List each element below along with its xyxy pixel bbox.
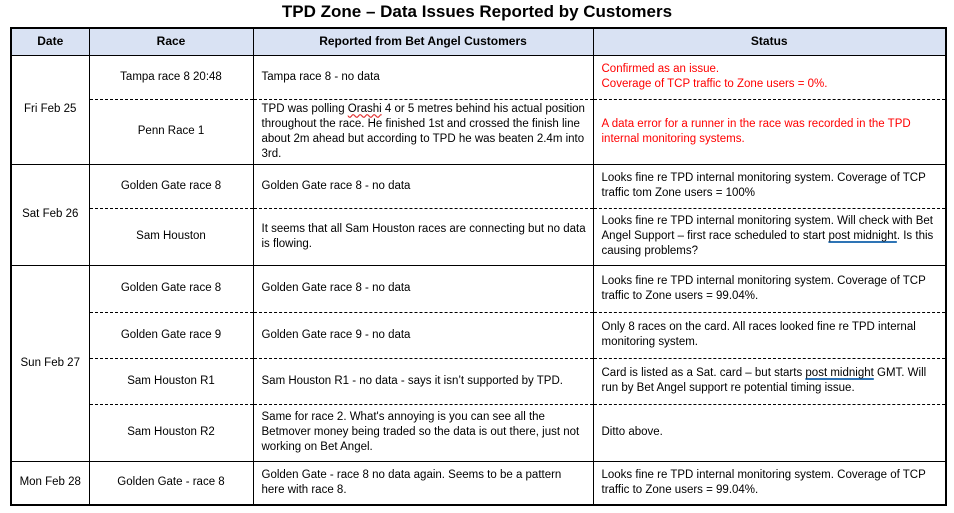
- status-cell: A data error for a runner in the race wa…: [592, 98, 946, 164]
- spellcheck-flagged-word: Orashi: [347, 102, 382, 115]
- status-cell: Card is listed as a Sat. card – but star…: [592, 357, 946, 404]
- header-row: Date Race Reported from Bet Angel Custom…: [10, 27, 946, 55]
- race-cell: Tampa race 8 20:48: [88, 54, 253, 99]
- race-cell: Sam Houston R1: [88, 357, 253, 404]
- reported-cell: Same for race 2. What's annoying is you …: [252, 403, 593, 461]
- table-row: Fri Feb 25 Tampa race 8 20:48 Tampa race…: [10, 54, 946, 164]
- reported-cell: Sam Houston R1 - no data - says it isn’t…: [252, 357, 593, 404]
- status-text: Card is listed as a Sat. card – but star…: [601, 367, 806, 379]
- table-row: Sun Feb 27 Golden Gate race 8 Golden Gat…: [10, 264, 946, 461]
- grammar-flagged-phrase: post midnight: [828, 230, 897, 242]
- table-row: Mon Feb 28 Golden Gate - race 8 Golden G…: [10, 460, 946, 505]
- status-cell: Looks fine re TPD internal monitoring sy…: [592, 163, 946, 208]
- col-header-race: Race: [88, 27, 253, 55]
- table-row: Sam Houston It seems that all Sam Housto…: [11, 207, 946, 265]
- col-header-date: Date: [10, 27, 89, 55]
- status-text: GMT. Will run by Bet Angel support re po…: [601, 367, 927, 394]
- col-header-status: Status: [592, 27, 946, 55]
- table-row: Penn Race 1 TPD was polling Orashi 4 or …: [11, 98, 946, 164]
- race-cell: Penn Race 1: [88, 98, 253, 164]
- date-cell: Sat Feb 26: [10, 163, 89, 265]
- col-header-reported: Reported from Bet Angel Customers: [252, 27, 593, 55]
- date-cell: Fri Feb 25: [10, 54, 89, 164]
- date-cell: Sun Feb 27: [10, 264, 89, 461]
- reported-text: 4 or 5 metres behind his actual position…: [261, 102, 585, 160]
- table-row: Sat Feb 26 Golden Gate race 8 Golden Gat…: [10, 163, 946, 265]
- status-cell: Looks fine re TPD internal monitoring sy…: [592, 207, 946, 265]
- page-title: TPD Zone – Data Issues Reported by Custo…: [281, 2, 673, 21]
- reported-cell: It seems that all Sam Houston races are …: [252, 207, 593, 265]
- reported-cell: Tampa race 8 - no data: [252, 54, 593, 99]
- status-text: Looks fine re TPD internal monitoring sy…: [601, 215, 934, 242]
- status-cell: Only 8 races on the card. All races look…: [592, 311, 946, 358]
- race-cell: Sam Houston: [88, 207, 253, 265]
- grammar-flagged-phrase: post midnight: [805, 367, 874, 379]
- table-row: Golden Gate race 9 Golden Gate race 9 - …: [11, 311, 946, 358]
- table-row: Sam Houston R2 Same for race 2. What's a…: [11, 403, 946, 461]
- reported-text: TPD was polling: [261, 102, 348, 115]
- status-line: Confirmed as an issue.: [601, 63, 720, 75]
- race-cell: Golden Gate race 8: [88, 264, 253, 312]
- reported-cell: Golden Gate race 9 - no data: [252, 311, 593, 358]
- race-cell: Golden Gate - race 8: [88, 460, 253, 505]
- status-cell: Ditto above.: [592, 403, 946, 461]
- race-cell: Golden Gate race 9: [88, 311, 253, 358]
- race-cell: Golden Gate race 8: [88, 163, 253, 208]
- reported-cell: Golden Gate race 8 - no data: [252, 264, 593, 312]
- status-cell: Looks fine re TPD internal monitoring sy…: [592, 460, 946, 505]
- issues-table: Date Race Reported from Bet Angel Custom…: [10, 27, 947, 506]
- reported-cell: Golden Gate race 8 - no data: [252, 163, 593, 208]
- status-cell: Confirmed as an issue. Coverage of TCP t…: [592, 54, 946, 99]
- table-row: Sam Houston R1 Sam Houston R1 - no data …: [11, 357, 946, 404]
- status-cell: Looks fine re TPD internal monitoring sy…: [592, 264, 946, 312]
- reported-cell: TPD was polling Orashi 4 or 5 metres beh…: [252, 98, 593, 164]
- date-cell: Mon Feb 28: [10, 460, 89, 505]
- status-line: Coverage of TCP traffic to Zone users = …: [601, 78, 828, 90]
- race-cell: Sam Houston R2: [88, 403, 253, 461]
- status-text: . Is this causing problems?: [601, 230, 934, 257]
- reported-cell: Golden Gate - race 8 no data again. Seem…: [252, 460, 593, 505]
